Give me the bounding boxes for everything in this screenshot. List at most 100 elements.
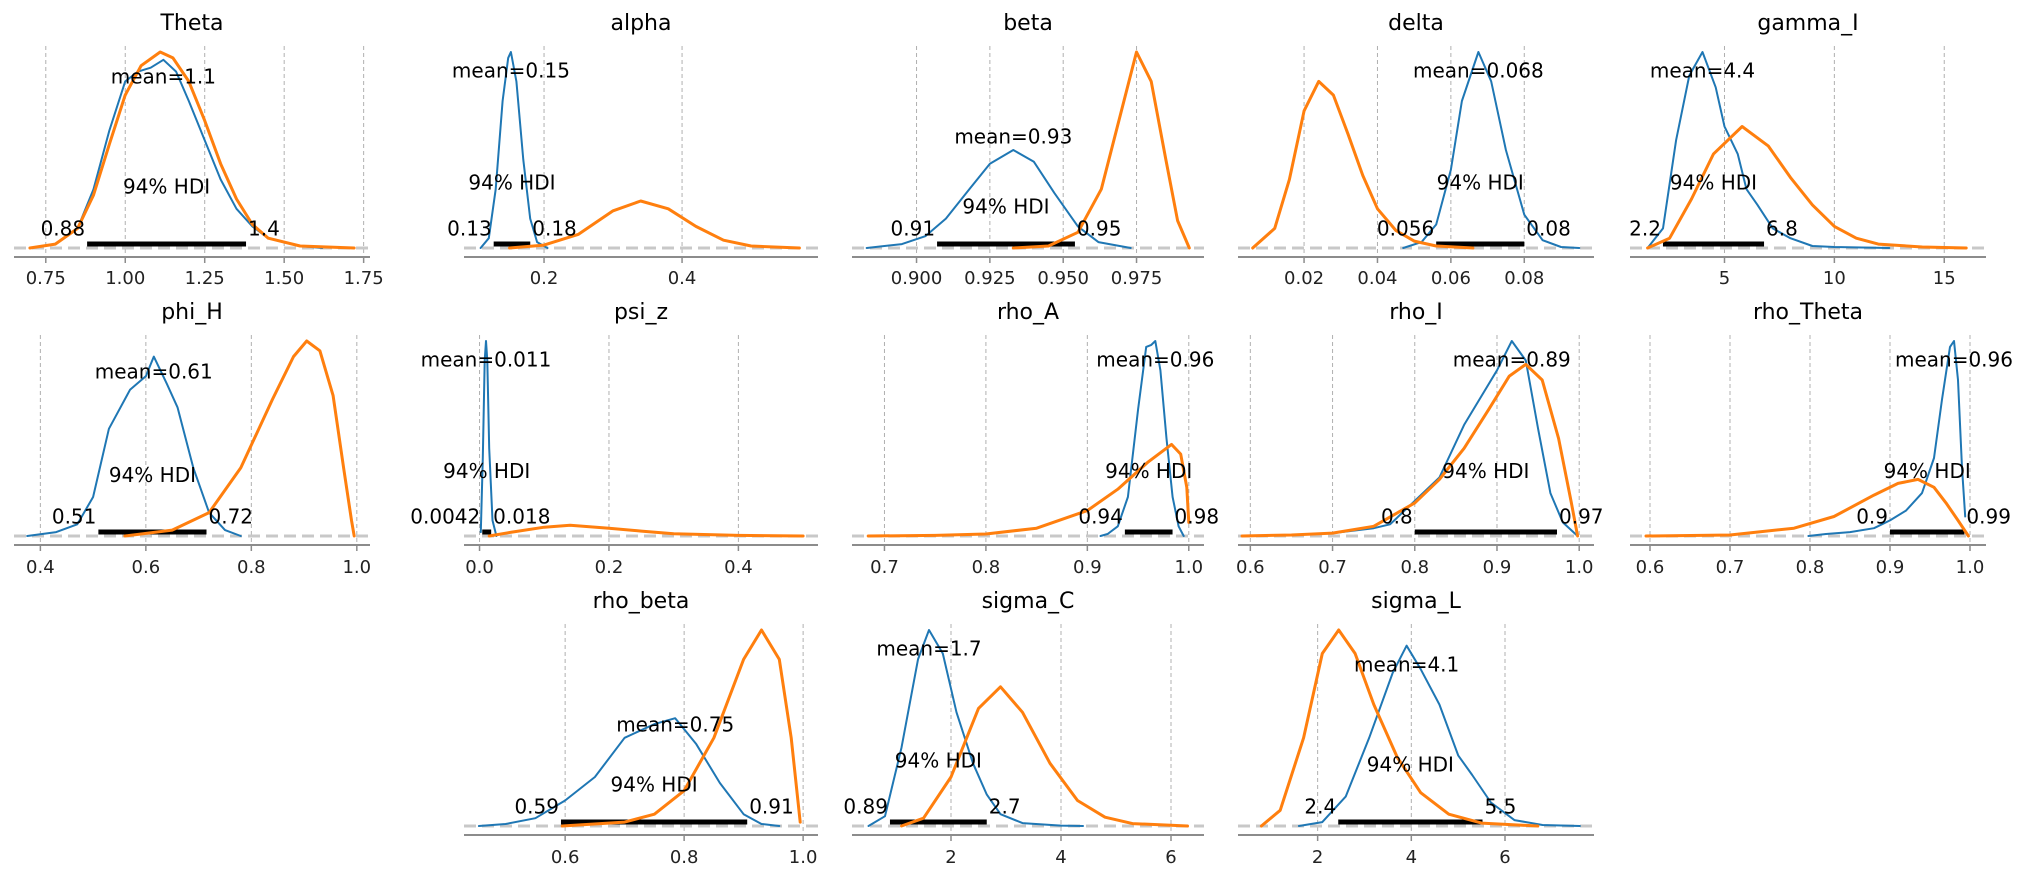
posterior-density-curve (26, 355, 242, 537)
x-tick-label: 1.75 (344, 268, 384, 289)
prior-density-curve (560, 628, 802, 828)
hdi-label: 94% HDI (1105, 459, 1192, 483)
mean-label: mean=0.61 (95, 359, 213, 383)
x-tick-label: 0.8 (237, 557, 266, 578)
x-tick-label: 0.8 (670, 847, 699, 868)
panel-alpha: 0.2 0.4 alpha mean=0.15 94% HDI 0.13 0.18 (447, 11, 818, 289)
x-tick-label: 10 (1823, 268, 1846, 289)
x-tick-label: 0.06 (1431, 268, 1471, 289)
x-tick-label: 0.6 (551, 847, 580, 868)
hdi-label: 94% HDI (611, 773, 698, 797)
hdi-upper-label: 0.18 (532, 217, 577, 241)
mean-label: mean=0.96 (1096, 347, 1214, 371)
hdi-label: 94% HDI (468, 171, 555, 195)
mean-label: mean=0.75 (616, 713, 734, 737)
hdi-upper-label: 5.5 (1485, 795, 1517, 819)
panel-psi-z: 0.0 0.2 0.4 psi_z mean=0.011 94% HDI 0.0042 0.0… (410, 300, 818, 578)
prior-density-curve (900, 685, 1189, 828)
mean-label: mean=1.1 (111, 65, 216, 89)
panel-rho-theta: 0.6 0.7 0.8 0.9 1.0 rho_Theta mean=0.96 94% HDI… (1630, 300, 2013, 578)
x-tick-label: 0.02 (1284, 268, 1324, 289)
x-tick-label: 0.75 (26, 268, 66, 289)
panel-theta: 0.75 1.00 1.25 1.50 1.75 Theta mean=1.1 94% HDI… (14, 11, 384, 289)
hdi-upper-label: 1.4 (248, 217, 280, 241)
posterior-density-curve (1646, 51, 1891, 249)
prior-density-curve (123, 339, 356, 538)
panel-title: sigma_C (982, 589, 1075, 614)
hdi-upper-label: 0.98 (1175, 505, 1220, 529)
mean-label: mean=0.96 (1895, 347, 2013, 371)
panel-title: rho_beta (593, 589, 690, 614)
panel-title: alpha (611, 11, 672, 36)
x-tick-label: 2 (1312, 847, 1323, 868)
x-tick-label: 1.0 (1565, 557, 1594, 578)
hdi-lower-label: 0.8 (1381, 505, 1413, 529)
hdi-upper-label: 0.72 (209, 505, 254, 529)
panel-rho-i: 0.6 0.7 0.8 0.9 1.0 rho_I mean=0.89 94% HDI 0.8 0… (1236, 300, 1604, 578)
x-tick-label: 0.6 (132, 557, 161, 578)
x-tick-label: 0.4 (668, 268, 697, 289)
x-tick-label: 0.7 (870, 557, 899, 578)
mean-label: mean=0.89 (1453, 347, 1571, 371)
panel-title: psi_z (614, 300, 668, 325)
x-tick-label: 0.2 (530, 268, 559, 289)
x-tick-label: 0.2 (595, 557, 624, 578)
x-tick-label: 0.925 (964, 268, 1016, 289)
prior-density-curve (1644, 477, 1970, 538)
panel-title: gamma_I (1757, 11, 1858, 36)
hdi-label: 94% HDI (1367, 753, 1454, 777)
hdi-label: 94% HDI (1670, 171, 1757, 195)
prior-density-curve (1011, 50, 1191, 250)
x-tick-label: 0.8 (1400, 557, 1429, 578)
mean-label: mean=4.4 (1650, 59, 1755, 83)
x-tick-label: 0.04 (1357, 268, 1397, 289)
prior-density-curve (1240, 362, 1580, 538)
hdi-lower-label: 0.89 (843, 795, 888, 819)
x-tick-label: 1.50 (264, 268, 304, 289)
hdi-upper-label: 0.99 (1966, 505, 2011, 529)
hdi-label: 94% HDI (1437, 171, 1524, 195)
x-tick-label: 0.4 (26, 557, 55, 578)
panel-title: rho_I (1389, 300, 1443, 325)
posterior-density-curve (477, 717, 781, 827)
hdi-label: 94% HDI (1442, 459, 1529, 483)
hdi-lower-label: 0.9 (1856, 505, 1888, 529)
hdi-lower-label: 0.13 (447, 217, 492, 241)
panel-title: delta (1388, 11, 1444, 36)
panel-rho-a: 0.7 0.8 0.9 1.0 rho_A mean=0.96 94% HDI 0.94 0.9… (852, 300, 1219, 578)
mean-label: mean=0.011 (421, 347, 552, 371)
x-tick-label: 0.8 (1796, 557, 1825, 578)
panel-title: sigma_L (1371, 589, 1461, 614)
hdi-upper-label: 2.7 (989, 795, 1021, 819)
panel-sigma-l: 2 4 6 sigma_L mean=4.1 94% HDI 2.4 5.5 (1238, 589, 1594, 868)
hdi-lower-label: 2.4 (1304, 795, 1336, 819)
mean-label: mean=0.93 (954, 125, 1072, 149)
hdi-label: 94% HDI (109, 463, 196, 487)
prior-density-curve (1646, 125, 1968, 250)
hdi-lower-label: 0.88 (41, 217, 86, 241)
panel-title: rho_Theta (1753, 300, 1863, 325)
hdi-upper-label: 0.08 (1526, 217, 1571, 241)
hdi-lower-label: 0.94 (1078, 505, 1123, 529)
panel-title: phi_H (161, 300, 223, 325)
x-tick-label: 4 (1055, 847, 1066, 868)
x-tick-label: 0.900 (891, 268, 943, 289)
hdi-lower-label: 0.51 (52, 505, 97, 529)
x-tick-label: 0.7 (1318, 557, 1347, 578)
hdi-label: 94% HDI (1884, 459, 1971, 483)
posterior-density-curve (1099, 340, 1185, 537)
posterior-density-curve (479, 51, 549, 249)
hdi-lower-label: 0.056 (1377, 217, 1434, 241)
x-tick-label: 1.0 (1174, 557, 1203, 578)
hdi-label: 94% HDI (443, 459, 530, 483)
x-tick-label: 0.950 (1037, 268, 1089, 289)
prior-density-curve (1251, 79, 1475, 250)
prior-density-curve (866, 442, 1191, 538)
prior-density-curve (1259, 628, 1540, 828)
hdi-lower-label: 2.2 (1629, 217, 1661, 241)
mean-label: mean=0.15 (452, 59, 570, 83)
x-tick-label: 0.7 (1716, 557, 1745, 578)
